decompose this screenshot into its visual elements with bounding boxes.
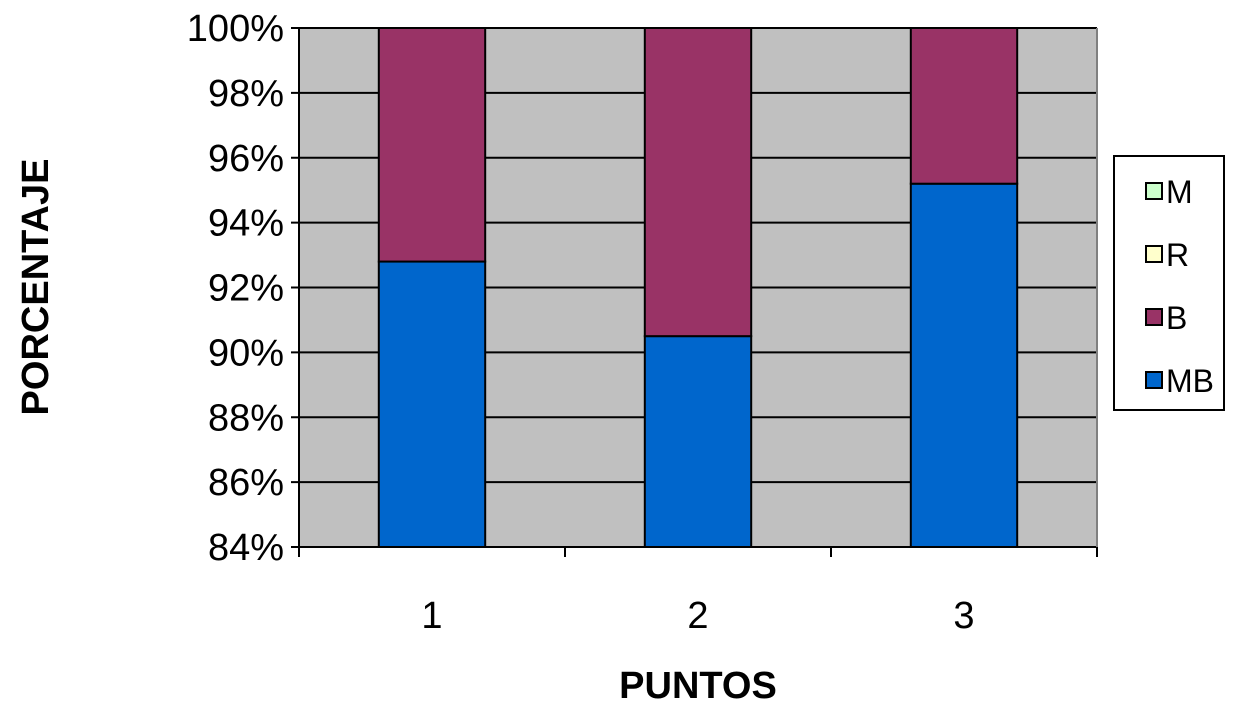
bar-b-2 — [643, 27, 753, 338]
legend-label-m: M — [1166, 174, 1193, 210]
legend-label-b: B — [1166, 300, 1187, 336]
legend-swatch-b — [1145, 308, 1163, 326]
y-tick-label: 100% — [187, 8, 284, 50]
x-tick-label: 1 — [421, 595, 442, 637]
y-tick-label: 86% — [208, 462, 284, 504]
bar-mb-3 — [909, 182, 1019, 548]
y-tick-labels: 84% 86% 88% 90% 92% 94% 96% 98% 100% — [187, 8, 284, 569]
y-tick-label: 88% — [208, 397, 284, 439]
y-axis-title: PORCENTAJE — [15, 159, 57, 416]
legend-swatch-r — [1145, 245, 1163, 263]
y-tick-label: 98% — [208, 73, 284, 115]
axes — [291, 27, 1098, 557]
y-tick-label: 84% — [208, 527, 284, 569]
bar-mb-1 — [377, 260, 487, 548]
legend-swatch-m — [1145, 182, 1163, 200]
legend-label-mb: MB — [1166, 363, 1214, 399]
bar-b-3 — [909, 27, 1019, 185]
x-tick-label: 2 — [687, 595, 708, 637]
x-tick-label: 3 — [953, 595, 974, 637]
legend-box — [1113, 155, 1225, 411]
y-tick-label: 90% — [208, 332, 284, 374]
bar-b-1 — [377, 27, 487, 263]
x-axis-title: PUNTOS — [619, 665, 777, 701]
y-tick-label: 96% — [208, 138, 284, 180]
x-tick-labels: 1 2 3 — [421, 595, 974, 637]
legend-items: MRB MB — [1145, 174, 1214, 399]
y-tick-label: 92% — [208, 268, 284, 310]
legend-label-r: R — [1166, 237, 1189, 273]
y-tick-label: 94% — [208, 203, 284, 245]
legend-swatch-mb — [1145, 371, 1163, 389]
bar-mb-2 — [643, 335, 753, 548]
bars — [377, 27, 1019, 548]
legend: MRB MB — [1113, 155, 1225, 411]
